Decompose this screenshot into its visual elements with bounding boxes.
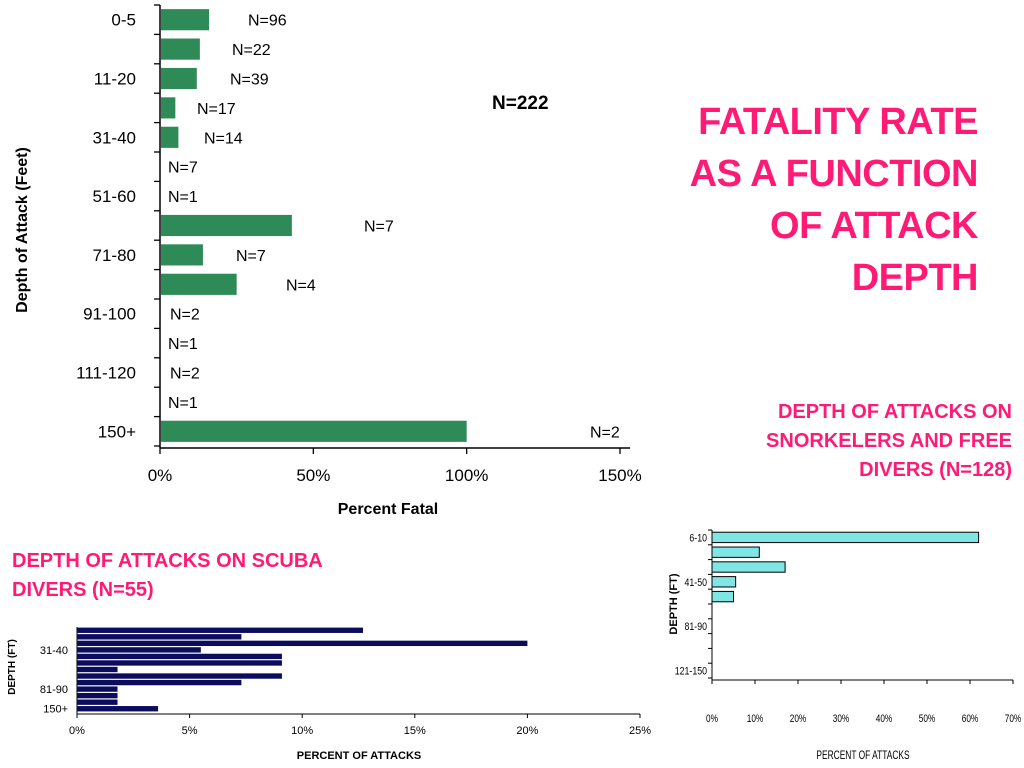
x-tick-label: 15% <box>404 725 426 737</box>
bar <box>161 67 197 90</box>
x-tick-label: 100% <box>445 466 488 485</box>
slide-title-line: FATALITY RATE <box>698 101 978 143</box>
total-n-annotation: N=222 <box>492 93 549 114</box>
y-tick-label: 81-90 <box>684 621 707 633</box>
bar <box>77 686 118 692</box>
y-tick-label: 91-100 <box>83 305 136 324</box>
bar <box>161 273 237 295</box>
slide-title-line: AS A FUNCTION <box>689 153 979 195</box>
x-axis-title: PERCENT OF ATTACKS <box>816 750 909 763</box>
slide-title-line: OF ATTACK <box>770 205 978 247</box>
y-axis-title: Depth of Attack (Feet) <box>14 147 31 313</box>
x-tick-label: 60% <box>962 713 979 725</box>
bar <box>77 627 364 633</box>
n-label: N=39 <box>230 72 269 89</box>
bar <box>77 660 282 666</box>
n-label: N=1 <box>168 189 198 206</box>
x-tick-label: 40% <box>876 713 893 725</box>
bar <box>711 561 786 573</box>
bar <box>77 699 118 705</box>
x-tick-label: 10% <box>291 725 313 737</box>
bar <box>711 576 737 588</box>
n-label: N=2 <box>590 424 620 441</box>
bar <box>711 590 734 603</box>
x-tick-label: 70% <box>1005 713 1022 725</box>
y-axis-title: DEPTH (FT) <box>668 573 680 634</box>
x-tick-label: 20% <box>790 713 807 725</box>
bar <box>711 531 980 544</box>
bar <box>77 653 282 660</box>
y-tick-label: 31-40 <box>93 128 136 147</box>
n-label: N=1 <box>168 336 198 353</box>
y-tick-label: 6-10 <box>689 533 707 545</box>
bar <box>77 679 242 686</box>
n-label: N=7 <box>364 219 394 236</box>
bar <box>77 640 528 647</box>
x-tick-label: 5% <box>182 725 198 737</box>
n-label: N=14 <box>204 130 243 147</box>
y-tick-label: 41-50 <box>684 577 707 589</box>
y-tick-label: 150+ <box>43 704 68 716</box>
y-tick-label: 31-40 <box>40 645 68 657</box>
n-label: N=7 <box>236 248 266 265</box>
scuba-title-line: DEPTH OF ATTACKS ON SCUBA <box>12 550 323 572</box>
bar <box>77 673 282 679</box>
bar <box>77 692 118 699</box>
x-tick-label: 20% <box>516 725 538 737</box>
n-label: N=1 <box>168 395 198 412</box>
n-label: N=22 <box>232 42 271 59</box>
y-axis-title: DEPTH (FT) <box>7 639 18 695</box>
y-tick-label: 71-80 <box>93 246 136 265</box>
x-tick-label: 50% <box>919 713 936 725</box>
x-tick-label: 0% <box>148 466 173 485</box>
snorkeler-title-line: SNORKELERS AND FREE <box>766 430 1012 452</box>
scuba-chart-title: DEPTH OF ATTACKS ON SCUBA DIVERS (N=55) <box>12 547 482 605</box>
x-tick-label: 0% <box>69 725 85 737</box>
bar <box>77 634 242 640</box>
snorkeler-chart-title: DEPTH OF ATTACKS ON SNORKELERS AND FREE … <box>612 398 1012 485</box>
bar <box>711 546 760 558</box>
x-tick-label: 50% <box>296 466 330 485</box>
bar <box>161 38 200 60</box>
bar <box>77 666 118 673</box>
x-tick-label: 150% <box>598 466 641 485</box>
n-label: N=2 <box>170 307 200 324</box>
x-axis-title: Percent Fatal <box>338 501 438 518</box>
snorkeler-title-line: DIVERS (N=128) <box>859 459 1012 481</box>
bar <box>161 244 203 266</box>
y-tick-label: 81-90 <box>40 684 68 696</box>
bar <box>77 647 201 653</box>
slide-title: FATALITY RATE AS A FUNCTION OF ATTACK DE… <box>558 96 979 304</box>
snorkeler-title-line: DEPTH OF ATTACKS ON <box>777 401 1012 423</box>
bar <box>161 214 292 237</box>
slide-title-line: DEPTH <box>851 257 979 299</box>
bar <box>161 9 210 31</box>
n-label: N=4 <box>286 277 316 294</box>
x-tick-label: 30% <box>833 713 850 725</box>
y-tick-label: 150+ <box>98 422 136 441</box>
n-label: N=7 <box>168 160 198 177</box>
bar <box>77 706 159 712</box>
x-tick-label: 10% <box>747 713 764 725</box>
scuba-title-line: DIVERS (N=55) <box>12 579 154 601</box>
y-tick-label: 111-120 <box>76 364 136 383</box>
bar <box>161 126 179 148</box>
bar <box>161 97 176 119</box>
y-tick-label: 51-60 <box>93 187 136 206</box>
y-tick-label: 11-20 <box>94 70 136 89</box>
x-tick-label: 0% <box>706 713 718 725</box>
y-tick-label: 0-5 <box>111 11 136 30</box>
n-label: N=2 <box>170 366 200 383</box>
n-label: N=17 <box>197 101 236 118</box>
n-label: N=96 <box>248 13 287 30</box>
bar <box>161 420 467 442</box>
y-tick-label: 121-150 <box>675 666 708 678</box>
x-tick-label: 25% <box>629 725 651 737</box>
x-axis-title: PERCENT OF ATTACKS <box>297 750 421 762</box>
